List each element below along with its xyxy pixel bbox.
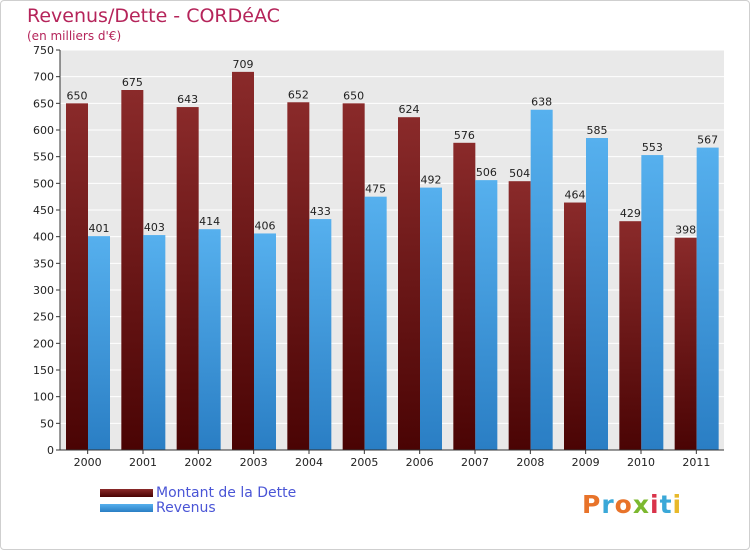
data-label-debt: 464 [565,189,586,202]
bar-debt [564,202,586,450]
bar-revenus [420,187,442,450]
y-tick-label: 0 [47,444,54,457]
bar-revenus [696,147,719,450]
data-label-debt: 652 [288,88,309,101]
data-label-revenus: 567 [697,134,718,147]
data-label-revenus: 553 [642,141,663,154]
data-label-revenus: 638 [531,96,552,109]
data-label-debt: 650 [343,89,364,102]
data-label-debt: 650 [67,89,88,102]
bar-revenus [143,235,166,450]
data-label-debt: 504 [509,167,530,180]
logo-letter: i [650,490,660,519]
legend-swatch-revenus [100,504,153,512]
data-label-debt: 643 [177,93,198,106]
logo-letter: P [582,490,602,519]
data-label-revenus: 585 [587,124,608,137]
y-tick-label: 300 [33,284,54,297]
logo-letter: i [672,490,683,519]
bar-revenus [641,155,664,451]
y-tick-label: 50 [40,417,54,430]
x-tick-label: 2003 [240,456,268,469]
x-tick-label: 2001 [129,456,157,469]
x-tick-label: 2004 [295,456,323,469]
bar-revenus [198,229,221,450]
plot-area [60,50,724,450]
bar-debt [619,221,642,450]
y-tick-label: 500 [33,177,54,190]
data-label-debt: 709 [233,58,254,71]
data-label-revenus: 406 [255,219,276,232]
bar-revenus [88,236,110,450]
y-tick-label: 550 [33,151,54,164]
x-tick-label: 2011 [682,456,710,469]
bar-revenus [364,196,387,450]
bar-debt [232,71,254,450]
y-tick-label: 750 [33,44,54,57]
data-label-revenus: 506 [476,166,497,179]
y-tick-label: 650 [33,97,54,110]
x-tick-label: 2006 [406,456,434,469]
data-label-revenus: 492 [421,174,442,187]
y-tick-label: 150 [33,364,54,377]
chart-title: Revenus/Dette - CORDéAC [27,5,280,27]
chart-subtitle: (en milliers d'€) [27,29,122,43]
data-label-debt: 576 [454,129,475,142]
legend-label-debt: Montant de la Dette [156,485,297,501]
logo-letter: t [659,490,673,519]
logo-letter: o [614,490,633,519]
x-tick-label: 2010 [627,456,655,469]
bar-debt [508,181,531,450]
bar-revenus [475,180,498,450]
x-tick-label: 2009 [572,456,600,469]
y-tick-label: 700 [33,71,54,84]
data-label-revenus: 414 [199,215,220,228]
data-label-revenus: 475 [365,183,386,196]
bar-debt [121,90,144,450]
data-label-debt: 624 [399,103,420,116]
bar-revenus [254,233,276,450]
y-tick-label: 200 [33,337,54,350]
bar-revenus [309,219,332,450]
x-tick-label: 2008 [516,456,544,469]
proxiti-logo: Proxiti [582,490,682,519]
data-label-debt: 398 [675,224,696,237]
data-label-debt: 675 [122,76,143,89]
data-label-revenus: 403 [144,221,165,234]
bar-debt [453,142,476,451]
y-tick-label: 100 [33,391,54,404]
bar-debt [398,117,420,450]
bar-debt [176,107,199,451]
data-label-revenus: 401 [89,222,110,235]
bar-debt [342,103,365,450]
data-label-debt: 429 [620,207,641,220]
bar-revenus [530,109,553,450]
x-tick-label: 2005 [350,456,378,469]
bar-debt [287,102,310,451]
bar-debt [674,237,697,450]
logo-letter: x [632,490,650,519]
bar-revenus [586,138,608,450]
legend-swatch-debt [100,489,153,497]
legend-label-revenus: Revenus [156,500,216,516]
y-tick-label: 400 [33,231,54,244]
y-tick-label: 450 [33,204,54,217]
data-label-revenus: 433 [310,205,331,218]
logo-letter: r [601,490,615,519]
x-tick-label: 2002 [184,456,212,469]
x-tick-label: 2007 [461,456,489,469]
y-tick-label: 600 [33,124,54,137]
y-tick-label: 250 [33,311,54,324]
y-tick-label: 350 [33,257,54,270]
bar-debt [66,103,88,450]
x-tick-label: 2000 [74,456,102,469]
